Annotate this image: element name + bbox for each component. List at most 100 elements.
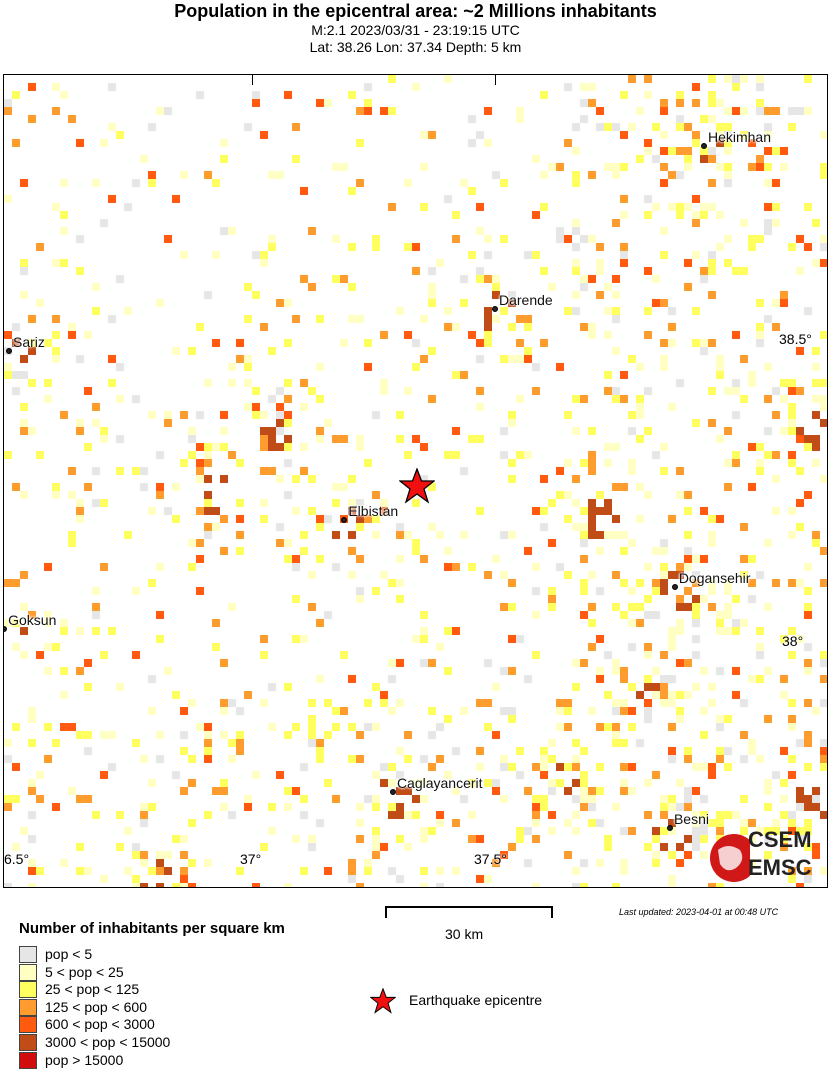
population-cell <box>204 491 212 499</box>
population-cell <box>668 747 676 755</box>
population-cell <box>116 467 124 475</box>
population-cell <box>36 299 44 307</box>
population-cell <box>660 107 668 115</box>
population-cell <box>756 323 764 331</box>
population-cell <box>372 827 380 835</box>
population-cell <box>76 235 84 243</box>
population-cell <box>668 691 676 699</box>
population-cell <box>652 667 660 675</box>
population-cell <box>516 827 524 835</box>
population-cell <box>580 115 588 123</box>
population-cell <box>12 371 20 379</box>
population-cell <box>172 195 180 203</box>
population-cell <box>220 803 228 811</box>
population-cell <box>716 811 724 819</box>
population-cell <box>284 411 292 419</box>
legend-label: 600 < pop < 3000 <box>45 1016 155 1033</box>
population-cell <box>660 691 668 699</box>
population-cell <box>556 723 564 731</box>
population-cell <box>364 867 372 875</box>
population-cell <box>580 747 588 755</box>
population-cell <box>452 747 460 755</box>
population-cell <box>804 603 812 611</box>
population-cell <box>204 171 212 179</box>
population-cell <box>428 291 436 299</box>
population-cell <box>660 339 668 347</box>
population-cell <box>340 275 348 283</box>
population-cell <box>700 267 708 275</box>
population-cell <box>428 267 436 275</box>
population-cell <box>820 475 827 483</box>
population-cell <box>324 611 332 619</box>
population-cell <box>596 107 604 115</box>
population-cell <box>196 467 204 475</box>
population-cell <box>260 699 268 707</box>
population-cell <box>764 107 772 115</box>
population-cell <box>484 251 492 259</box>
population-cell <box>788 243 796 251</box>
population-cell <box>812 347 820 355</box>
population-cell <box>292 155 300 163</box>
population-cell <box>388 763 396 771</box>
population-cell <box>500 427 508 435</box>
population-cell <box>364 699 372 707</box>
legend-swatch <box>19 1034 37 1051</box>
population-cell <box>780 675 788 683</box>
population-cell <box>436 723 444 731</box>
population-cell <box>764 827 772 835</box>
population-cell <box>500 531 508 539</box>
population-cell <box>804 667 812 675</box>
population-cell <box>428 347 436 355</box>
population-cell <box>404 843 412 851</box>
population-cell <box>572 779 580 787</box>
population-cell <box>764 147 772 155</box>
population-cell <box>60 259 68 267</box>
population-cell <box>620 131 628 139</box>
population-cell <box>20 571 28 579</box>
population-cell <box>388 707 396 715</box>
population-cell <box>84 795 92 803</box>
population-cell <box>596 787 604 795</box>
population-cell <box>516 771 524 779</box>
population-cell <box>188 819 196 827</box>
population-cell <box>420 755 428 763</box>
population-cell <box>476 875 484 883</box>
population-cell <box>660 571 668 579</box>
population-cell <box>644 267 652 275</box>
population-cell <box>764 315 772 323</box>
population-cell <box>468 835 476 843</box>
population-cell <box>108 355 116 363</box>
population-cell <box>180 171 188 179</box>
population-cell <box>196 459 204 467</box>
population-cell <box>76 355 84 363</box>
population-cell <box>756 83 764 91</box>
population-cell <box>604 499 612 507</box>
population-cell <box>28 611 36 619</box>
population-cell <box>748 747 756 755</box>
population-cell <box>108 763 116 771</box>
population-cell <box>284 435 292 443</box>
population-cell <box>780 779 788 787</box>
population-cell <box>764 395 772 403</box>
population-cell <box>756 331 764 339</box>
population-cell <box>716 619 724 627</box>
population-cell <box>108 123 116 131</box>
population-cell <box>332 723 340 731</box>
population-cell <box>732 811 740 819</box>
population-cell <box>316 395 324 403</box>
population-cell <box>628 723 636 731</box>
population-cell <box>28 427 36 435</box>
population-cell <box>196 443 204 451</box>
population-cell <box>644 307 652 315</box>
population-cell <box>716 123 724 131</box>
legend-swatch <box>19 1051 37 1069</box>
population-cell <box>12 643 20 651</box>
population-cell <box>468 187 476 195</box>
population-cell <box>164 851 172 859</box>
population-cell <box>700 203 708 211</box>
population-cell <box>740 219 748 227</box>
legend-swatch <box>19 1016 37 1034</box>
population-cell <box>740 555 748 563</box>
legend-label: 125 < pop < 600 <box>45 998 147 1015</box>
population-cell <box>572 739 580 747</box>
